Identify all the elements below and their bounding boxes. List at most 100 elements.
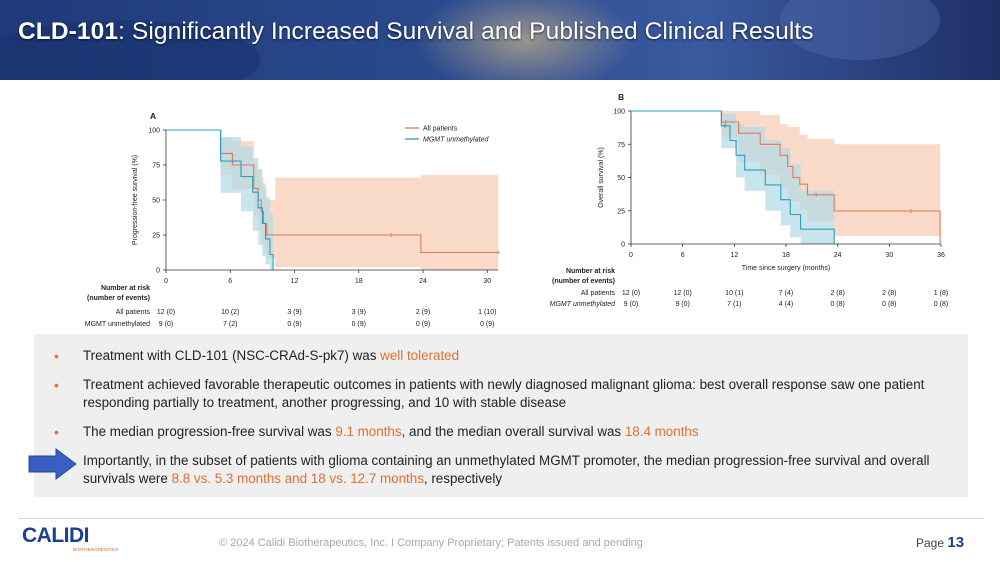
bullet-text: Importantly, in the subset of patients w… — [83, 452, 953, 488]
risk-table-value: 10 (2) — [221, 309, 239, 316]
highlighted-text: 9.1 months — [335, 424, 402, 439]
x-tick-label: 6 — [681, 252, 685, 259]
risk-table-row-label: All patients — [581, 290, 616, 297]
risk-table-value: 0 (9) — [352, 321, 366, 328]
survival-line-mgmt-unmethylated — [166, 129, 274, 270]
chart-b: 0 25 50 75 100 0 6 12 18 24 30 36 B Overall survival … — [550, 92, 949, 308]
y-tick-label: 75 — [152, 163, 160, 170]
censor-mark — [814, 192, 819, 197]
x-axis-label: Time since surgery (months) — [742, 265, 830, 272]
ci-band — [736, 124, 745, 178]
ci-band — [834, 144, 941, 237]
ci-band — [790, 164, 801, 238]
survival-line-all-patients — [166, 129, 498, 254]
censor-mark — [496, 250, 500, 255]
bullet-text: Treatment achieved favorable therapeutic… — [83, 376, 953, 412]
risk-table-value: 12 (0) — [622, 290, 640, 297]
censor-mark — [388, 233, 393, 237]
chart-a: 0 25 50 75 100 0 6 12 18 24 30 A Progression-free su… — [85, 111, 500, 328]
ci-band — [744, 126, 766, 191]
risk-table-header: (number of events) — [87, 295, 150, 302]
ci-band — [252, 158, 259, 231]
y-tick-label: 75 — [617, 142, 625, 149]
title-banner: CLD-101: Significantly Increased Surviva… — [0, 0, 1000, 80]
ci-band — [799, 134, 808, 210]
bullet-text: The median progression-free survival was… — [83, 423, 953, 441]
highlighted-text: 8.8 vs. 5.3 months and 18 vs. 12.7 month… — [171, 471, 424, 486]
x-tick-label: 30 — [885, 252, 893, 259]
legend-label: All patients — [423, 126, 458, 133]
risk-table-value: 3 (9) — [352, 309, 366, 316]
risk-table-value: 7 (1) — [727, 301, 741, 308]
ci-band — [721, 113, 737, 149]
risk-table-row-label: MGMT unmethylated — [550, 301, 616, 308]
ci-band — [780, 148, 791, 226]
ci-band — [258, 169, 263, 245]
x-tick-label: 24 — [419, 278, 427, 285]
ci-band — [220, 137, 241, 193]
title-rest: : Significantly Increased Survival and P… — [118, 18, 814, 45]
risk-table-value: 1 (10) — [478, 309, 496, 316]
risk-table-header: Number at risk — [101, 285, 150, 292]
y-axis-label: Overall survival (%) — [598, 147, 605, 208]
ci-band — [765, 140, 781, 211]
page-label: Page — [916, 536, 945, 550]
x-tick-label: 30 — [483, 278, 491, 285]
risk-table-header: (number of events) — [552, 278, 615, 285]
bullet-dot: • — [54, 348, 59, 364]
bullet-run: The median progression-free survival was — [83, 424, 336, 439]
censor-mark — [722, 123, 727, 128]
ci-band — [265, 197, 270, 265]
risk-table-value: 3 (9) — [287, 309, 301, 316]
risk-table-value: 0 (8) — [882, 301, 896, 308]
risk-table-value: 10 (1) — [725, 290, 743, 297]
page-number-value: 13 — [947, 534, 965, 551]
x-tick-label: 12 — [291, 278, 299, 285]
y-tick-label: 100 — [613, 109, 625, 116]
y-tick-label: 0 — [621, 242, 625, 249]
y-tick-label: 100 — [148, 128, 160, 135]
risk-table-value: 12 (0) — [157, 309, 175, 316]
bullet-text: Treatment with CLD-101 (NSC-CRAd-S-pk7) … — [83, 347, 953, 365]
x-tick-label: 0 — [164, 278, 168, 285]
risk-table-value: 1 (8) — [934, 290, 948, 297]
company-logo: CALIDI BIOTHERAPEUTICS — [22, 524, 118, 554]
survival-line-mgmt-unmethylated — [631, 110, 835, 244]
risk-table-value: 12 (0) — [674, 290, 692, 297]
risk-table-value: 4 (4) — [779, 301, 793, 308]
panel-label: B — [618, 92, 624, 102]
highlight-arrow-icon — [28, 448, 77, 480]
x-tick-label: 0 — [629, 252, 633, 259]
y-tick-label: 25 — [617, 208, 625, 215]
key-findings-box: • Treatment with CLD-101 (NSC-CRAd-S-pk7)… — [34, 334, 968, 497]
y-tick-label: 50 — [152, 198, 160, 205]
bullet-run: Importantly, in the subset of patients w… — [83, 453, 930, 486]
risk-table-value: 9 (0) — [159, 321, 173, 328]
ci-band — [420, 174, 498, 270]
survival-line-all-patients — [631, 110, 941, 244]
risk-table-row-label: MGMT unmethylated — [85, 321, 150, 328]
bullet-run: , respectively — [423, 471, 503, 486]
y-axis-label: Progression-free survival (%) — [132, 155, 139, 245]
ci-band — [269, 214, 274, 270]
highlighted-text: 18.4 months — [624, 424, 699, 439]
censor-mark — [723, 120, 728, 125]
x-tick-label: 12 — [730, 252, 738, 259]
bullet-run: , and the median overall survival was — [401, 424, 625, 439]
risk-table-header: Number at risk — [566, 268, 615, 275]
highlighted-text: well tolerated — [380, 348, 460, 363]
bullet-dot: • — [54, 377, 59, 393]
ci-band — [240, 146, 253, 212]
survival-charts: 0 25 50 75 100 0 6 12 18 24 30 A Progression-free su… — [85, 92, 949, 328]
risk-table-value: 7 (4) — [779, 290, 793, 297]
censor-mark — [908, 209, 913, 214]
bullet-dot: • — [54, 424, 59, 440]
risk-table-value: 0 (8) — [830, 301, 844, 308]
risk-table-value: 7 (2) — [223, 321, 237, 328]
logo-wordmark: CALIDI — [22, 524, 90, 547]
title-main: CLD-101 — [18, 18, 119, 45]
risk-table-value: 9 (0) — [624, 301, 638, 308]
x-tick-label: 24 — [834, 252, 842, 259]
y-tick-label: 50 — [617, 175, 625, 182]
risk-table-value: 2 (8) — [882, 290, 896, 297]
